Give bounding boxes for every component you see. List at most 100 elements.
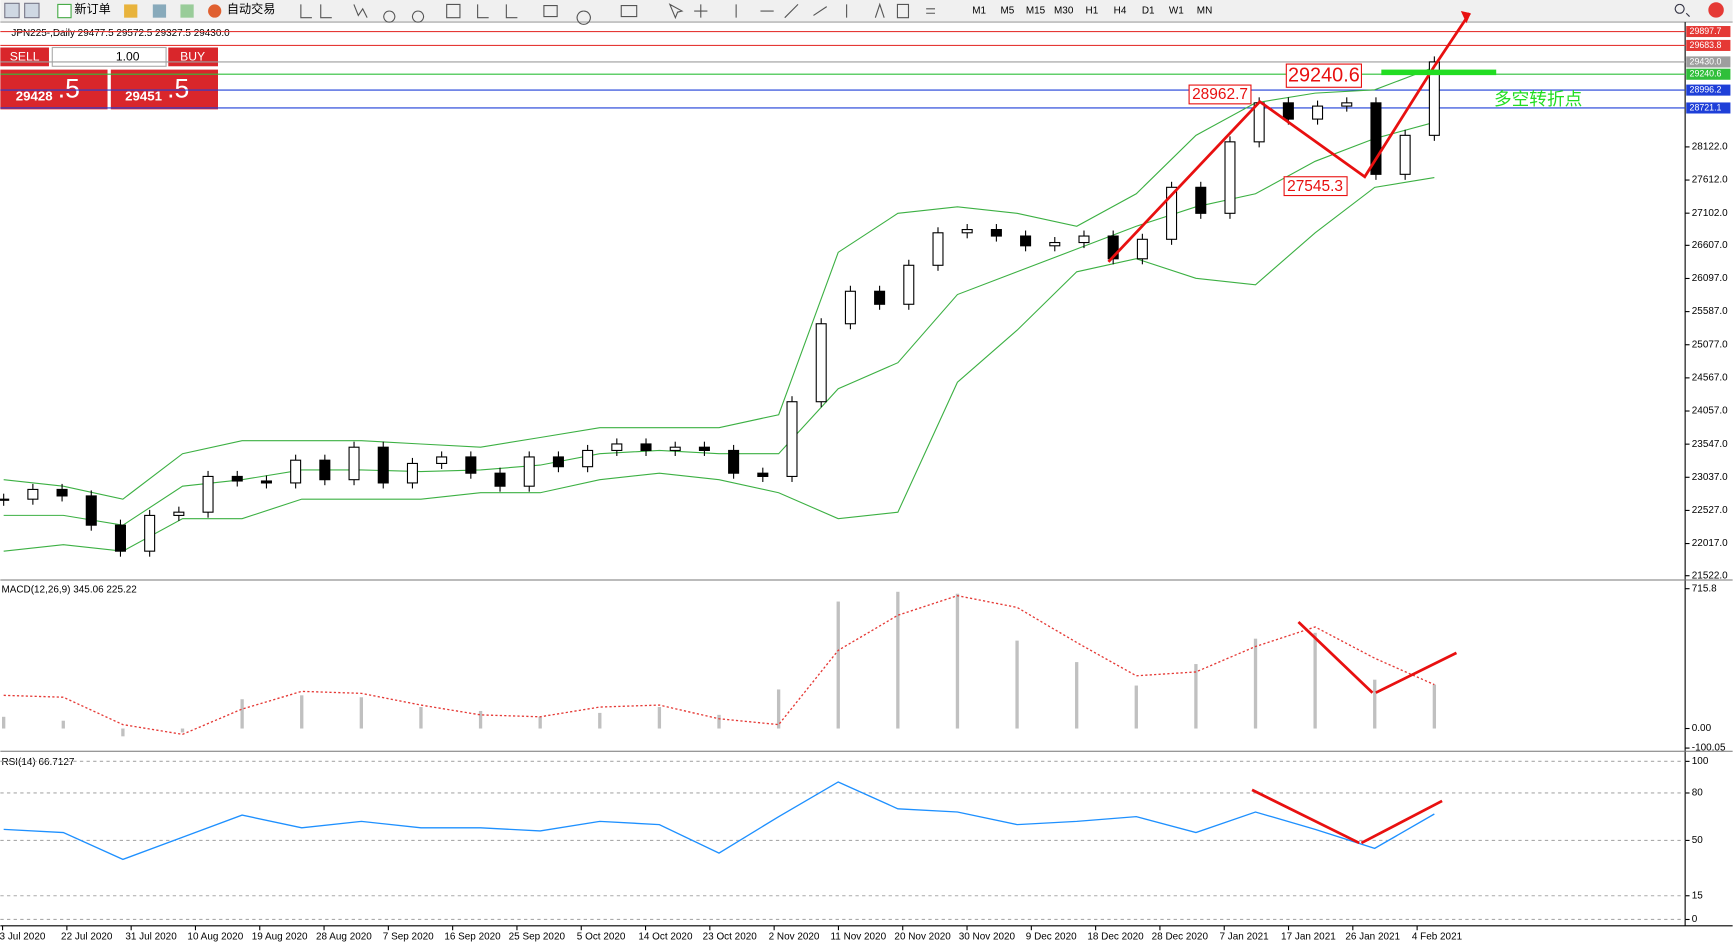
high-label: 28962.7 — [1192, 86, 1248, 103]
x-tick-label: 28 Aug 2020 — [316, 931, 372, 942]
new-order[interactable]: 新订单 — [74, 1, 110, 16]
chart-header: JPN225-,Daily 29477.5 29572.5 29327.5 29… — [11, 28, 230, 39]
buy-price-tail: .5 — [167, 74, 189, 104]
x-tick-label: 16 Sep 2020 — [444, 931, 501, 942]
x-tick-label: 26 Jan 2021 — [1345, 931, 1400, 942]
y-tick-label: 27102.0 — [1692, 208, 1728, 219]
macd-bar — [359, 697, 363, 729]
macd-bar — [1134, 685, 1138, 729]
timeframe[interactable]: H1 — [1086, 6, 1099, 17]
timeframe[interactable]: D1 — [1142, 6, 1155, 17]
y-tick-label: 23037.0 — [1692, 472, 1728, 483]
candle — [1224, 141, 1236, 214]
y-tick-label: 25587.0 — [1692, 306, 1728, 317]
sell-price-box[interactable] — [0, 69, 108, 110]
lots-input[interactable] — [51, 46, 167, 67]
lots[interactable]: 1.00 — [116, 50, 140, 64]
macd-bar — [717, 714, 721, 729]
candle — [114, 524, 126, 552]
candle — [0, 498, 10, 501]
x-tick-label: 2 Nov 2020 — [769, 931, 820, 942]
timeframe[interactable]: M5 — [1000, 6, 1014, 17]
annotations: 28962.7 29240.6 27545.3 多空转折点 — [1107, 11, 1582, 845]
icon[interactable] — [4, 2, 20, 19]
toolbar — [0, 0, 1733, 23]
rsi-line — [3, 781, 1435, 861]
timeframe[interactable]: M15 — [1026, 6, 1046, 17]
candle — [611, 443, 623, 452]
x-tick-label: 19 Aug 2020 — [252, 931, 308, 942]
icon-auto-trading[interactable] — [208, 4, 222, 18]
candle — [698, 446, 710, 452]
candle — [173, 511, 185, 516]
buy-label[interactable]: BUY — [180, 50, 205, 64]
arrow-head — [1460, 11, 1471, 24]
macd-bar — [1313, 632, 1317, 729]
x-tick-label: 17 Jan 2021 — [1281, 931, 1336, 942]
bollinger-band — [3, 121, 1435, 526]
icon[interactable] — [24, 2, 40, 19]
candle — [640, 443, 652, 452]
macd-bar — [61, 720, 65, 729]
search-icon[interactable] — [1674, 3, 1690, 17]
y-tick-label: 23547.0 — [1692, 439, 1728, 450]
price-label: 29430.0 — [1690, 56, 1722, 66]
buy-price-box[interactable] — [110, 69, 218, 110]
x-tick-label: 7 Sep 2020 — [383, 931, 434, 942]
timeframe[interactable]: H4 — [1114, 6, 1127, 17]
candle — [290, 459, 302, 484]
macd-bar — [180, 728, 185, 733]
buy-price-main: 29451 — [125, 89, 162, 104]
pane-frames — [0, 22, 1733, 927]
price-label: 28721.1 — [1690, 102, 1722, 112]
y-tick-label: 50 — [1692, 835, 1704, 846]
candle — [1049, 241, 1061, 247]
macd-bar — [598, 712, 602, 729]
x-tick-label: 10 Aug 2020 — [187, 931, 243, 942]
candle — [1399, 134, 1411, 175]
y-tick-label: 100 — [1692, 756, 1709, 767]
x-tick-label: 23 Oct 2020 — [703, 931, 758, 942]
candle — [27, 488, 39, 500]
y-tick-label: 25077.0 — [1692, 339, 1728, 350]
price-label-bg — [1686, 68, 1731, 80]
candle — [1020, 235, 1032, 247]
candle — [202, 475, 214, 513]
candle — [1136, 238, 1148, 260]
candle — [990, 228, 1002, 237]
icon-new-order[interactable] — [57, 3, 72, 19]
candle — [1078, 235, 1090, 244]
bollinger-band — [3, 176, 1435, 552]
timeframe[interactable]: M30 — [1054, 6, 1074, 17]
macd-bar — [1253, 638, 1258, 729]
icon[interactable] — [152, 4, 167, 18]
x-tick-label: 7 Jan 2021 — [1220, 931, 1270, 942]
candle — [1166, 186, 1178, 240]
auto-trading[interactable]: 自动交易 — [227, 1, 276, 16]
y-tick-label: 24057.0 — [1692, 406, 1728, 417]
y-tick-label: -100.05 — [1692, 743, 1726, 754]
y-tick-label: 24567.0 — [1692, 373, 1728, 384]
candle — [844, 290, 856, 325]
sell-label[interactable]: SELL — [10, 50, 40, 64]
label-box — [1285, 63, 1362, 88]
x-tick-label: 22 Jul 2020 — [61, 931, 113, 942]
macd-bar — [121, 728, 125, 737]
notification-icon[interactable] — [1708, 2, 1724, 18]
y-tick-label: 0 — [1692, 914, 1698, 925]
y-tick-label: 21522.0 — [1692, 570, 1728, 581]
macd-signal — [3, 595, 1435, 736]
timeframe[interactable]: W1 — [1169, 6, 1184, 17]
candle — [903, 264, 915, 305]
y-tick-label: 26097.0 — [1692, 273, 1728, 284]
icon[interactable] — [124, 4, 138, 18]
icon[interactable] — [180, 4, 194, 18]
x-tick-label: 5 Oct 2020 — [577, 931, 626, 942]
sell-price-tail: .5 — [58, 74, 80, 104]
candle — [669, 446, 681, 452]
price-label: 29897.7 — [1690, 26, 1722, 36]
candle — [786, 401, 798, 477]
timeframe[interactable]: M1 — [972, 6, 986, 17]
price-label: 29240.6 — [1690, 69, 1722, 79]
timeframe[interactable]: MN — [1197, 6, 1212, 17]
